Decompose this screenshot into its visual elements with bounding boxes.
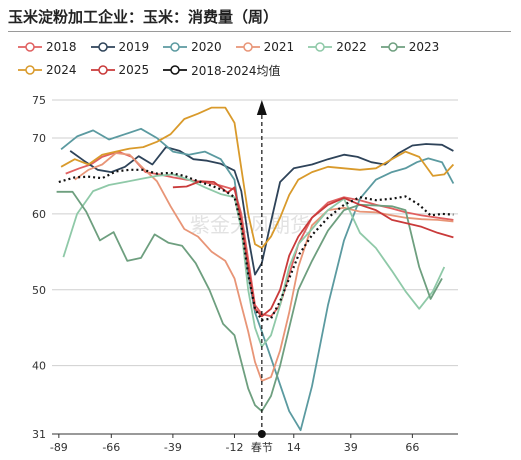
- legend-label: 2025: [118, 63, 150, 77]
- legend-item[interactable]: 2024: [18, 61, 77, 79]
- y-tick-label: 40: [32, 360, 46, 373]
- series-line-2024: [60, 106, 455, 249]
- series-line-2021: [74, 152, 454, 382]
- title-divider: [8, 31, 511, 32]
- legend-swatch: [18, 65, 42, 75]
- legend-item[interactable]: 2021: [235, 38, 295, 56]
- y-tick-label: 75: [32, 94, 46, 107]
- legend-label: 2024: [46, 63, 77, 77]
- x-tick-label: -89: [50, 441, 68, 454]
- series-line-2018-2024均值: [58, 168, 454, 322]
- x-tick-label: -66: [102, 441, 120, 454]
- series-line-2019: [69, 143, 454, 276]
- legend-swatch: [90, 65, 115, 75]
- legend-swatch: [308, 42, 333, 52]
- series-line-2023: [56, 190, 443, 413]
- spring-festival-arrow-head: [256, 100, 267, 115]
- legend-item[interactable]: 2023: [380, 38, 440, 56]
- series-line-2025: [172, 180, 454, 318]
- legend-item[interactable]: 2020: [163, 38, 222, 56]
- legend-item[interactable]: 2018: [18, 38, 77, 56]
- legend-label: 2023: [408, 40, 440, 54]
- legend-item[interactable]: 2022: [308, 38, 367, 56]
- legend-label: 2022: [336, 40, 367, 54]
- y-tick-label: 70: [32, 132, 46, 145]
- y-tick-label: 50: [32, 284, 46, 297]
- legend-label: 2018: [46, 40, 77, 54]
- x-tick-label: 春节: [251, 441, 273, 454]
- legend-swatch: [235, 42, 260, 52]
- y-tick-label: 31: [32, 428, 46, 441]
- legend-label: 2019: [118, 40, 150, 54]
- series-line-2020: [60, 127, 455, 432]
- legend-label: 2018-2024均值: [191, 63, 281, 78]
- chart-legend: 2018 2019 2020 2021 2022 2023 2024 2025 2018-202…: [18, 38, 513, 79]
- legend-label: 2021: [263, 40, 295, 54]
- x-tick-label: 14: [287, 441, 301, 454]
- legend-swatch: [163, 65, 188, 75]
- legend-item[interactable]: 2018-2024均值: [163, 61, 281, 79]
- legend-swatch: [18, 42, 42, 52]
- x-tick-label: -12: [225, 441, 243, 454]
- legend-swatch: [90, 42, 115, 52]
- y-tick-label: 60: [32, 208, 46, 221]
- legend-item[interactable]: 2025: [90, 61, 150, 79]
- legend-swatch: [380, 42, 405, 52]
- spring-festival-marker-dot: [257, 430, 266, 438]
- x-tick-label: 66: [405, 441, 419, 454]
- legend-label: 2020: [191, 40, 222, 54]
- chart-title: 玉米淀粉加工企业：玉米：消费量（周）: [8, 8, 279, 26]
- legend-item[interactable]: 2019: [90, 38, 150, 56]
- series-line-2022: [62, 173, 446, 348]
- legend-swatch: [163, 42, 188, 52]
- x-tick-label: -39: [164, 441, 182, 454]
- x-tick-label: 39: [344, 441, 358, 454]
